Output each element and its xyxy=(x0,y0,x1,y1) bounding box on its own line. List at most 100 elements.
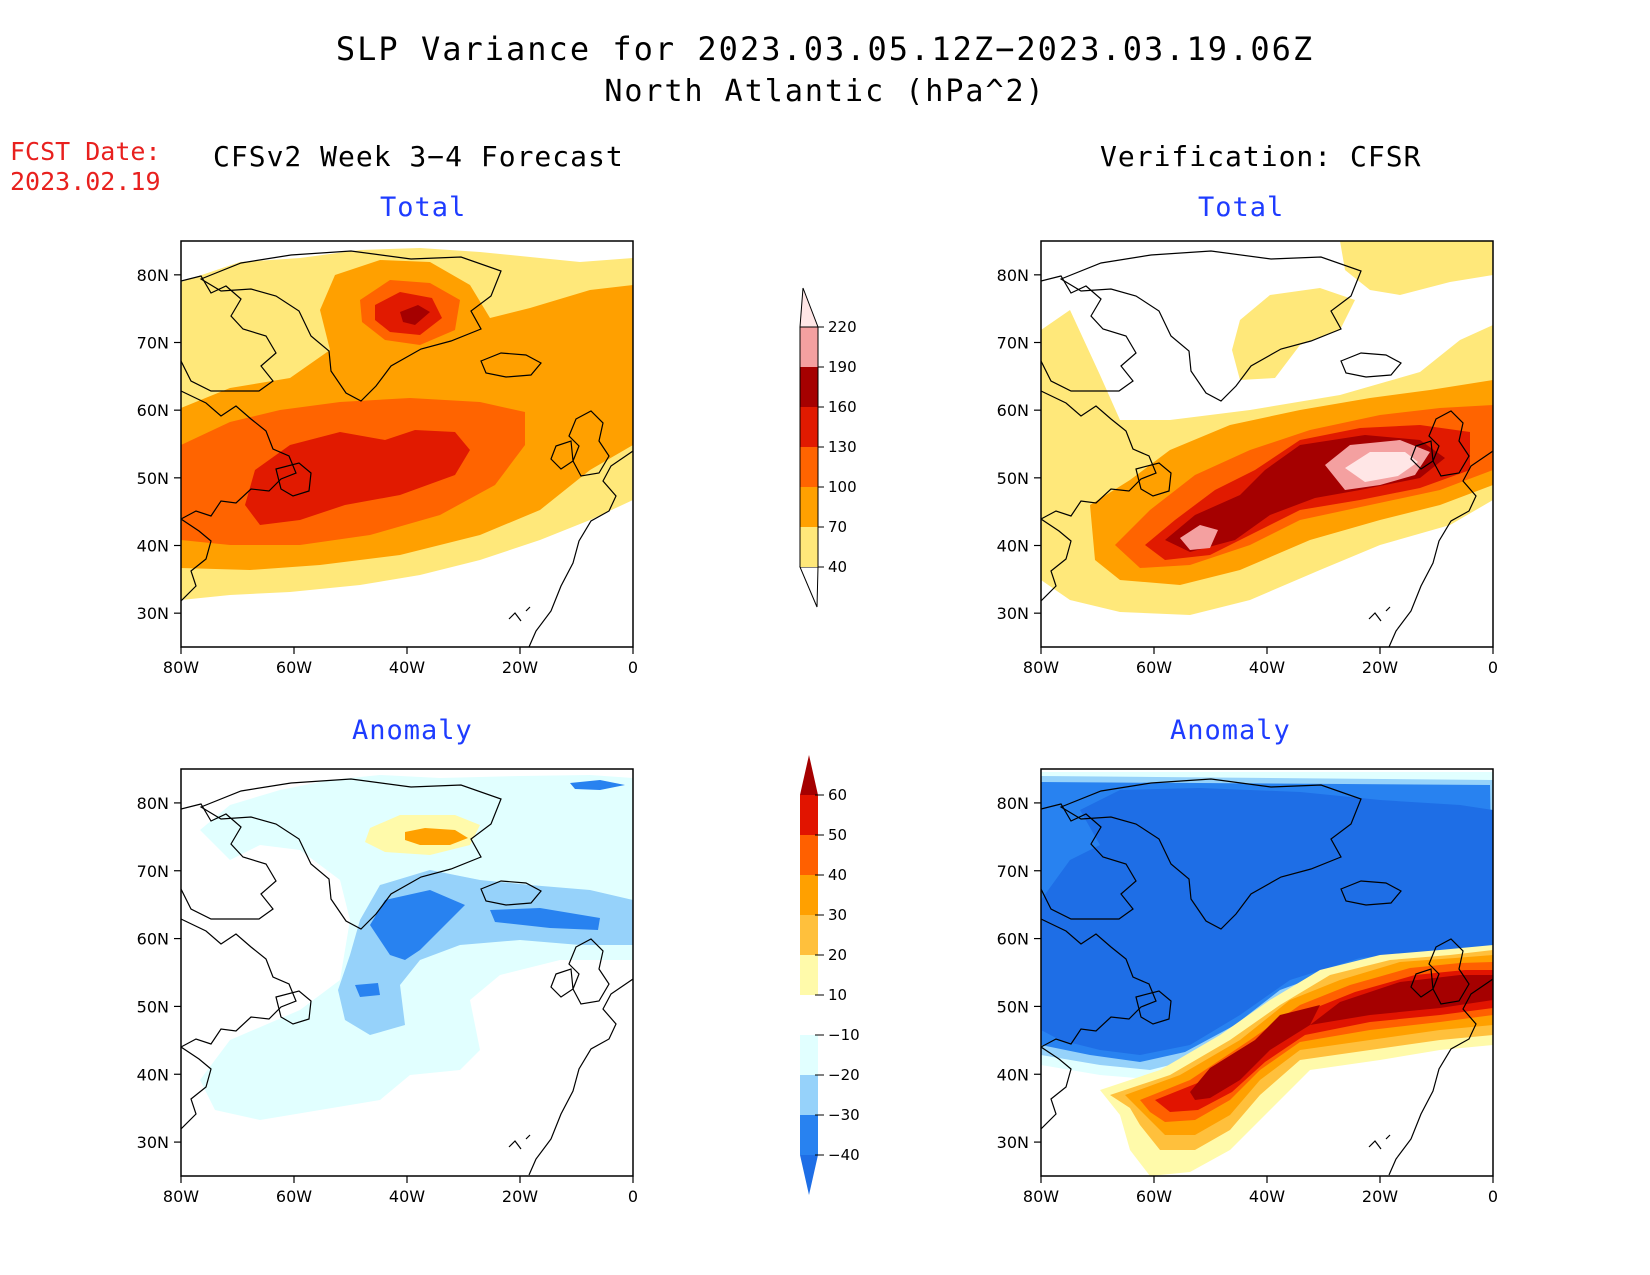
forecast-total-lat-label: 70N xyxy=(137,334,169,353)
anomaly-colorbar-label: 50 xyxy=(828,826,847,844)
total-colorbar-label: 100 xyxy=(828,478,857,496)
verification-anomaly-lat-label: 60N xyxy=(997,930,1029,949)
verification-total-lat-label: 70N xyxy=(997,334,1029,353)
fc-total-160 xyxy=(400,305,430,325)
vf-total-220 xyxy=(1345,452,1418,482)
vf-total-40-top xyxy=(1340,241,1493,295)
forecast-column-title: CFSv2 Week 3−4 Forecast xyxy=(213,140,624,173)
total-colorbar-low-triangle xyxy=(799,566,819,608)
total-colorbar-box xyxy=(800,367,818,407)
verification-total-lat-label: 60N xyxy=(997,401,1029,420)
verification-anomaly-lat-label: 30N xyxy=(997,1133,1029,1152)
verification-total-lon-label: 0 xyxy=(1488,658,1498,677)
total-colorbar-label: 190 xyxy=(828,358,857,376)
total-colorbar-high-triangle xyxy=(799,287,819,328)
forecast-total-lat-label: 50N xyxy=(137,469,169,488)
total-colorbar-box xyxy=(800,487,818,527)
anomaly-colorbar-box xyxy=(800,1115,818,1155)
anomaly-colorbar-label: −10 xyxy=(828,1026,860,1044)
fcst-date-label: FCST Date: 2023.02.19 xyxy=(10,137,161,197)
forecast-total-lat-label: 80N xyxy=(137,266,169,285)
verification-total-lon-label: 20W xyxy=(1362,658,1398,677)
anomaly-colorbar-box xyxy=(800,1075,818,1115)
forecast-anomaly-lon-label: 20W xyxy=(502,1187,538,1206)
anomaly-colorbar-low-triangle xyxy=(800,1155,818,1195)
anomaly-colorbar-label: −30 xyxy=(828,1106,860,1124)
anomaly-colorbar-label: −20 xyxy=(828,1066,860,1084)
forecast-anomaly-lat-label: 50N xyxy=(137,997,169,1016)
anomaly-colorbar-label: 60 xyxy=(828,786,847,804)
anomaly-colorbar-box xyxy=(800,795,818,835)
vf-total-40-green xyxy=(1232,288,1355,380)
forecast-anomaly-lon-label: 0 xyxy=(628,1187,638,1206)
forecast-anomaly-lat-label: 30N xyxy=(137,1133,169,1152)
anomaly-colorbar-box xyxy=(800,1035,818,1075)
total-colorbar-label: 70 xyxy=(828,518,847,536)
verification-column-title: Verification: CFSR xyxy=(1100,140,1422,173)
verification-total-map xyxy=(1040,240,1494,648)
verification-anomaly-lon-label: 60W xyxy=(1136,1187,1172,1206)
main-subtitle: North Atlantic (hPa^2) xyxy=(604,74,1046,109)
forecast-anomaly-lat-label: 40N xyxy=(137,1065,169,1084)
anomaly-colorbar-label: 10 xyxy=(828,986,847,1004)
forecast-anomaly-lat-label: 80N xyxy=(137,794,169,813)
forecast-total-map xyxy=(180,240,634,648)
fcst-date: 2023.02.19 xyxy=(10,167,161,196)
total-colorbar-box xyxy=(800,327,818,367)
forecast-total-lon-label: 80W xyxy=(163,658,199,677)
axis-ticks: 80N 70N 60N 50N 40N 30N 80W 60W 40W 20W 0 80N 70N 60N… xyxy=(137,266,1498,1206)
verification-anomaly-lat-label: 70N xyxy=(997,862,1029,881)
total-colorbar-box xyxy=(800,527,818,567)
forecast-anomaly-map xyxy=(180,768,634,1177)
verification-total-lon-label: 60W xyxy=(1136,658,1172,677)
anomaly-colorbar-box xyxy=(800,875,818,915)
forecast-total-lon-label: 0 xyxy=(628,658,638,677)
vf-anom-n40 xyxy=(1041,788,1493,1055)
forecast-anomaly-title: Anomaly xyxy=(352,715,473,746)
fc-anom-n30 xyxy=(355,890,600,997)
fc-total-130 xyxy=(245,430,470,525)
fc-anom-teal xyxy=(570,780,625,790)
total-colorbar-box xyxy=(800,407,818,447)
anomaly-colorbar-box xyxy=(800,995,818,1035)
verification-anomaly-lon-label: 0 xyxy=(1488,1187,1498,1206)
forecast-anomaly-lon-label: 80W xyxy=(163,1187,199,1206)
verification-anomaly-map xyxy=(1040,768,1494,1177)
verification-anomaly-lat-label: 40N xyxy=(997,1065,1029,1084)
anomaly-colorbar-label: 30 xyxy=(828,906,847,924)
anomaly-colorbar-box xyxy=(800,835,818,875)
forecast-anomaly-lat-label: 70N xyxy=(137,862,169,881)
anomaly-colorbar-label: −40 xyxy=(828,1146,860,1164)
fcst-label: FCST Date: xyxy=(10,137,161,166)
forecast-anomaly-lat-label: 60N xyxy=(137,930,169,949)
verification-total-lat-label: 80N xyxy=(997,266,1029,285)
total-colorbar: 40 70 100 130 160 190 220 xyxy=(799,287,857,608)
verification-total-lon-label: 40W xyxy=(1249,658,1285,677)
verification-anomaly-lon-label: 80W xyxy=(1023,1187,1059,1206)
forecast-total-lat-label: 30N xyxy=(137,604,169,623)
anomaly-colorbar: −40 −30 −20 −10 10 20 30 40 50 60 xyxy=(800,755,860,1195)
anomaly-colorbar-box xyxy=(800,955,818,995)
verification-total-lon-label: 80W xyxy=(1023,658,1059,677)
forecast-anomaly-lon-label: 40W xyxy=(389,1187,425,1206)
total-colorbar-label: 160 xyxy=(828,398,857,416)
forecast-total-lat-label: 60N xyxy=(137,401,169,420)
vf-anom-60 xyxy=(1190,975,1493,1100)
total-colorbar-label: 220 xyxy=(828,318,857,336)
verification-anomaly-lat-label: 50N xyxy=(997,997,1029,1016)
verification-anomaly-lon-label: 20W xyxy=(1362,1187,1398,1206)
forecast-total-lon-label: 20W xyxy=(502,658,538,677)
forecast-anomaly-lon-label: 60W xyxy=(276,1187,312,1206)
anomaly-colorbar-box xyxy=(800,915,818,955)
main-title: SLP Variance for 2023.03.05.12Z−2023.03.… xyxy=(335,30,1315,68)
verification-anomaly-lon-label: 40W xyxy=(1249,1187,1285,1206)
verification-total-lat-label: 30N xyxy=(997,604,1029,623)
forecast-total-title: Total xyxy=(380,192,467,223)
verification-anomaly-title: Anomaly xyxy=(1170,715,1291,746)
verification-anomaly-lat-label: 80N xyxy=(997,794,1029,813)
total-colorbar-label: 40 xyxy=(828,558,847,576)
verification-total-title: Total xyxy=(1198,192,1285,223)
anomaly-colorbar-label: 20 xyxy=(828,946,847,964)
fc-anom-20 xyxy=(405,828,468,845)
